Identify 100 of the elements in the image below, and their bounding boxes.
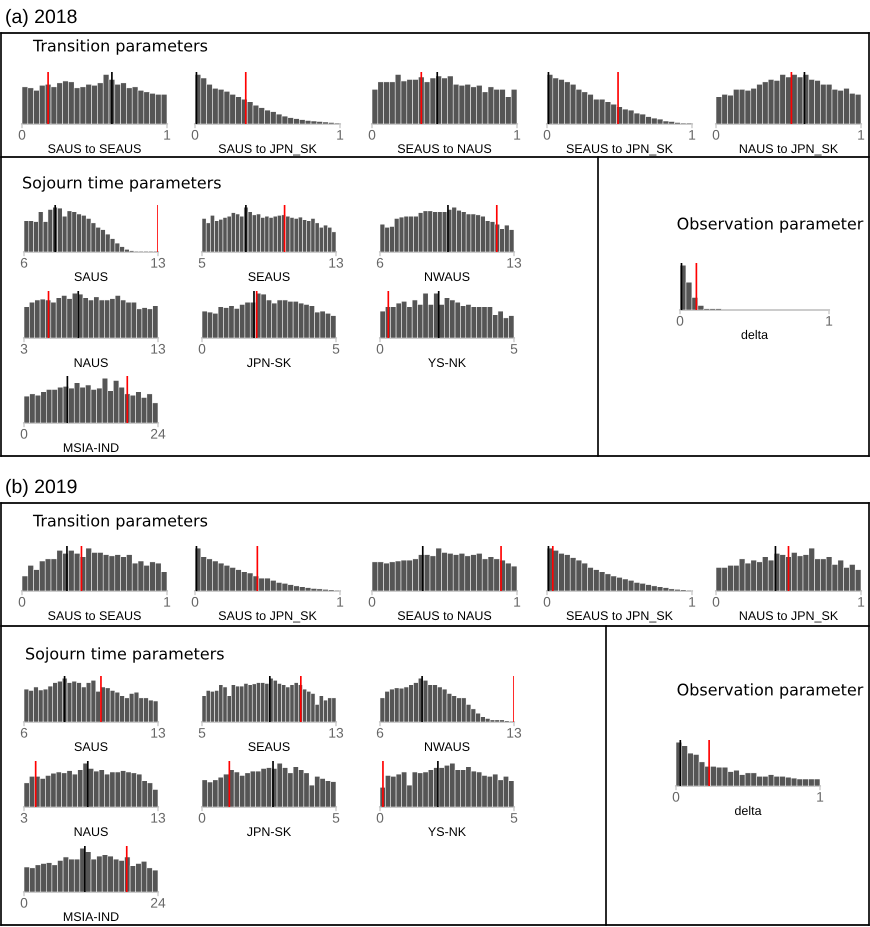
x-tick-label: 1 xyxy=(826,316,832,326)
x-axis-title: YS-NK xyxy=(428,827,466,836)
x-axis-title: SAUS xyxy=(74,272,108,282)
x-axis-title: SEAUS to JPN_SK xyxy=(566,144,673,156)
x-axis-title: SAUS to JPN_SK xyxy=(218,611,317,622)
chart-subtitle: Observation parameter xyxy=(678,683,864,699)
x-tick-label: 24 xyxy=(150,428,166,439)
x-tick-label: 0 xyxy=(368,130,376,140)
x-tick-label: 0 xyxy=(368,596,376,607)
x-tick-label: 13 xyxy=(151,728,166,738)
x-tick-label: 0 xyxy=(544,596,550,607)
x-axis-title: NAUS xyxy=(74,358,108,368)
x-tick-label: 0 xyxy=(544,130,550,140)
bar xyxy=(332,698,336,722)
x-tick-label: 0 xyxy=(20,898,28,908)
x-tick-label: 6 xyxy=(376,728,384,738)
x-tick-label: 1 xyxy=(337,597,344,607)
bar xyxy=(256,682,261,722)
bar xyxy=(235,686,240,722)
x-axis-title: NAUS to JPN_SK xyxy=(740,611,838,622)
x-tick-label: 0 xyxy=(198,812,206,823)
x-axis-title: SEAUS to JPN_SK xyxy=(566,611,673,622)
x-tick-label: 3 xyxy=(20,344,28,354)
x-tick-label: 0 xyxy=(376,812,384,823)
x-axis-title: SEAUS to NAUS xyxy=(398,144,492,154)
x-tick-label: 5 xyxy=(332,344,340,354)
x-axis-title: SAUS to SEAUS xyxy=(48,144,141,154)
x-axis-title: SAUS to SEAUS xyxy=(48,611,141,620)
x-tick-label: 5 xyxy=(198,728,206,738)
x-tick-label: 1 xyxy=(689,130,696,140)
chart-subtitle: Transition parameters xyxy=(32,39,208,55)
x-tick-label: 13 xyxy=(329,728,344,738)
x-tick-label: 1 xyxy=(689,597,696,607)
x-axis-title: SAUS to JPN_SK xyxy=(218,144,317,156)
bar xyxy=(268,217,274,252)
x-axis-title: NWAUS xyxy=(424,272,470,282)
x-axis-title: SEAUS xyxy=(248,742,290,752)
bar xyxy=(302,688,307,722)
bar xyxy=(290,684,294,722)
x-tick-label: 1 xyxy=(337,130,344,140)
x-axis-title: JPN-SK xyxy=(246,358,292,368)
x-tick-label: 6 xyxy=(376,258,384,268)
x-tick-label: 13 xyxy=(507,258,522,268)
x-tick-label: 0 xyxy=(192,596,198,607)
x-axis-title: delta xyxy=(734,806,762,816)
x-tick-label: 1 xyxy=(817,792,824,802)
x-tick-label: 1 xyxy=(514,130,520,140)
x-tick-label: 24 xyxy=(150,898,166,908)
x-tick-label: 0 xyxy=(18,130,26,140)
chart-subtitle: Observation parameter xyxy=(678,217,864,233)
x-tick-label: 0 xyxy=(20,428,28,439)
bar xyxy=(222,217,228,252)
bar xyxy=(222,686,228,722)
x-tick-label: 0 xyxy=(676,316,684,326)
x-tick-label: 5 xyxy=(198,258,206,268)
x-tick-label: 1 xyxy=(858,130,864,140)
x-axis-title: NAUS to JPN_SK xyxy=(740,144,838,156)
x-tick-label: 0 xyxy=(712,130,720,140)
chart-title: (a) 2018 xyxy=(6,8,77,28)
x-tick-label: 5 xyxy=(510,813,518,823)
x-axis-title: delta xyxy=(741,330,768,340)
x-axis-title: NAUS xyxy=(74,827,108,836)
bar xyxy=(235,214,240,252)
chart-subtitle: Sojourn time parameters xyxy=(23,176,221,192)
x-tick-label: 0 xyxy=(672,792,680,802)
x-tick-label: 1 xyxy=(164,597,170,607)
bar xyxy=(290,217,294,252)
x-tick-label: 0 xyxy=(198,344,206,354)
x-tick-label: 0 xyxy=(192,130,198,140)
x-tick-label: 5 xyxy=(510,344,518,354)
x-tick-label: 1 xyxy=(164,130,170,140)
x-tick-label: 6 xyxy=(20,258,28,268)
x-tick-label: 13 xyxy=(151,344,166,354)
bar xyxy=(281,684,286,722)
x-tick-label: 0 xyxy=(376,344,384,354)
bar xyxy=(248,211,253,252)
bar xyxy=(202,218,206,252)
x-tick-label: 13 xyxy=(151,812,166,823)
x-axis-title: SEAUS to NAUS xyxy=(398,611,492,620)
x-tick-label: 0 xyxy=(18,596,26,607)
x-axis-title: SEAUS xyxy=(248,272,290,282)
x-tick-label: 13 xyxy=(507,728,522,738)
x-axis-title: JPN-SK xyxy=(246,827,292,836)
x-tick-label: 13 xyxy=(329,258,344,268)
x-tick-label: 0 xyxy=(712,596,720,607)
bar xyxy=(248,684,253,722)
chart-title: (b) 2019 xyxy=(6,478,76,498)
chart-subtitle: Transition parameters xyxy=(32,514,208,530)
x-axis-title: YS-NK xyxy=(428,358,466,368)
x-tick-label: 6 xyxy=(20,728,28,738)
chart-subtitle: Sojourn time parameters xyxy=(26,647,224,663)
x-tick-label: 5 xyxy=(332,813,340,823)
bar xyxy=(302,219,307,252)
x-tick-label: 1 xyxy=(858,597,864,607)
bar xyxy=(380,224,386,252)
x-axis-title: SAUS xyxy=(74,742,108,752)
bar xyxy=(256,214,261,252)
x-tick-label: 3 xyxy=(20,812,28,823)
x-axis-title: NWAUS xyxy=(424,742,470,752)
bar xyxy=(310,693,316,722)
